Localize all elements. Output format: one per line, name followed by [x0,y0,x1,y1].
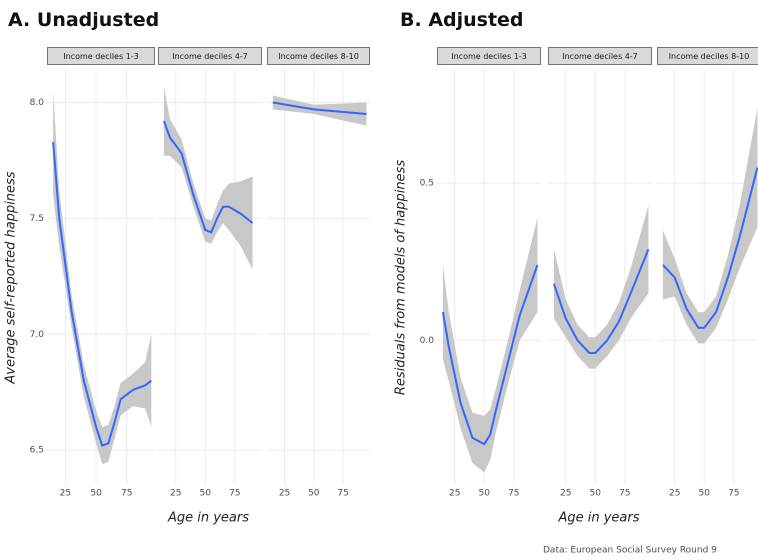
confidence-band [662,107,758,344]
x-tick-label: 50 [308,489,320,499]
y-tick-label: 6.5 [30,446,44,456]
x-tick-label: 75 [508,489,519,499]
facet-label: Income deciles 4-7 [562,52,638,61]
x-tick-label: 75 [229,489,240,499]
x-tick-label: 75 [121,489,132,499]
smooth-line [441,264,539,446]
panel-title: B. Adjusted [400,9,524,31]
y-tick-label: 8.0 [30,98,45,108]
x-tick-label: 25 [60,489,71,499]
facet-label: Income deciles 4-7 [172,52,248,61]
x-tick-label: 50 [479,489,491,499]
facet-label: Income deciles 8-10 [278,52,359,61]
caption: Data: European Social Survey Round 9 [543,546,717,556]
facet-strip [47,47,155,65]
x-tick-label: 25 [449,489,460,499]
x-tick-label: 50 [90,489,102,499]
facet-strip [657,47,758,65]
x-tick-label: 50 [699,489,711,499]
x-tick-label: 50 [590,489,602,499]
facet-strip [548,47,652,65]
x-tick-label: 75 [619,489,630,499]
smooth-line [162,120,254,234]
facet-label: Income deciles 1-3 [63,52,139,61]
y-axis-label: Average self-reported happiness [4,171,19,384]
x-axis-label: Age in years [167,511,249,526]
x-tick-label: 25 [560,489,571,499]
panel-title: A. Unadjusted [8,9,159,31]
x-axis-label: Age in years [557,511,639,526]
confidence-band [163,86,253,270]
x-tick-label: 50 [200,489,212,499]
y-tick-label: 0.5 [420,179,434,189]
x-tick-label: 25 [279,489,290,499]
confidence-band [553,205,649,369]
smooth-line [52,141,152,447]
facet-label: Income deciles 1-3 [451,52,527,61]
x-tick-label: 75 [728,489,739,499]
facet-strip [267,47,370,65]
y-tick-label: 7.5 [30,214,44,224]
x-tick-label: 25 [170,489,181,499]
x-tick-label: 75 [337,489,348,499]
facet-strip [437,47,541,65]
facet-strip [158,47,262,65]
x-tick-label: 25 [669,489,680,499]
confidence-band [442,217,538,473]
facet-label: Income deciles 8-10 [669,52,750,61]
smooth-line [662,167,758,329]
y-axis-label: Residuals from models of happiness [394,160,409,395]
smooth-line [552,248,650,354]
y-tick-label: 7.0 [30,330,45,340]
y-tick-label: 0.0 [420,336,435,346]
smooth-line [272,101,367,116]
